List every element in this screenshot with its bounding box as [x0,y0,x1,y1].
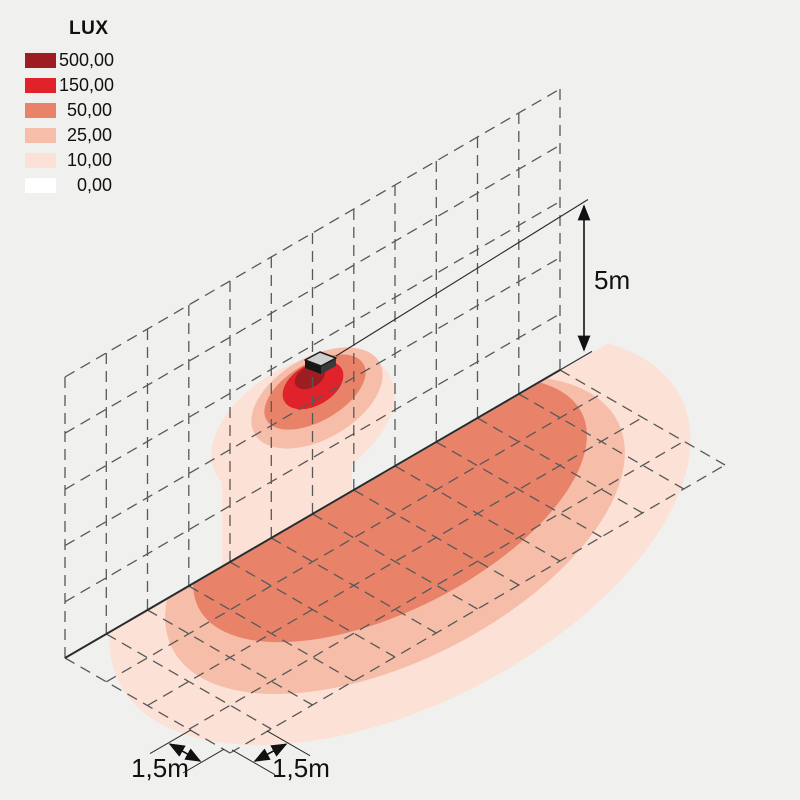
lux-swatch-500 [25,53,56,68]
luminaire-icon [304,351,337,374]
height-dimension-label: 5m [594,265,630,295]
height-leader-top [335,199,589,357]
lux-value-label: 500,00 [59,50,115,70]
floor-glow [109,334,691,746]
height-leader-bottom [559,350,593,371]
legend-title: LUX [69,18,109,39]
floor-contour-50lux [193,377,587,643]
lux-swatch-150 [25,78,56,93]
spacing-tick-2 [182,748,225,774]
spacing-tick-3 [231,749,276,776]
legend-item: 50,00 [25,100,112,120]
floor-grid-columns [64,369,726,754]
legend-item: 150,00 [25,75,115,95]
depth-spacing-label: 1,5m [131,753,189,783]
luminaire-front-face [305,360,321,374]
spacing-tick-1 [149,729,192,755]
legend-item: 500,00 [25,50,115,70]
lux-swatch-25 [25,128,56,143]
lux-value-label: 50,00 [66,100,112,120]
lux-swatch-50 [25,103,56,118]
lux-swatch-10 [25,153,56,168]
floor-spacing-dimensions: 1,5m 1,5m [131,729,330,783]
luminaire-side-face [321,358,336,374]
luminaire-top-face [304,351,337,367]
lux-value-label: 25,00 [66,125,112,145]
wall-base-line [64,369,561,659]
wall-glow [211,347,395,567]
legend-item: 25,00 [25,125,112,145]
lux-legend: LUX 500,00 150,00 50,00 25,00 10,00 0,00 [25,14,115,203]
legend-item: 0,00 [25,175,112,195]
floor-grid [64,369,726,754]
lux-value-label: 10,00 [66,150,112,170]
width-spacing-arrow [253,743,288,762]
width-spacing-label: 1,5m [272,753,330,783]
lux-value-label: 0,00 [76,175,112,195]
height-dimension: 5m [335,199,630,371]
depth-spacing-arrow [168,743,202,762]
legend-item: 10,00 [25,150,112,170]
lux-value-label: 150,00 [59,75,115,95]
lux-swatch-0 [25,178,56,193]
spacing-tick-4 [266,730,311,757]
